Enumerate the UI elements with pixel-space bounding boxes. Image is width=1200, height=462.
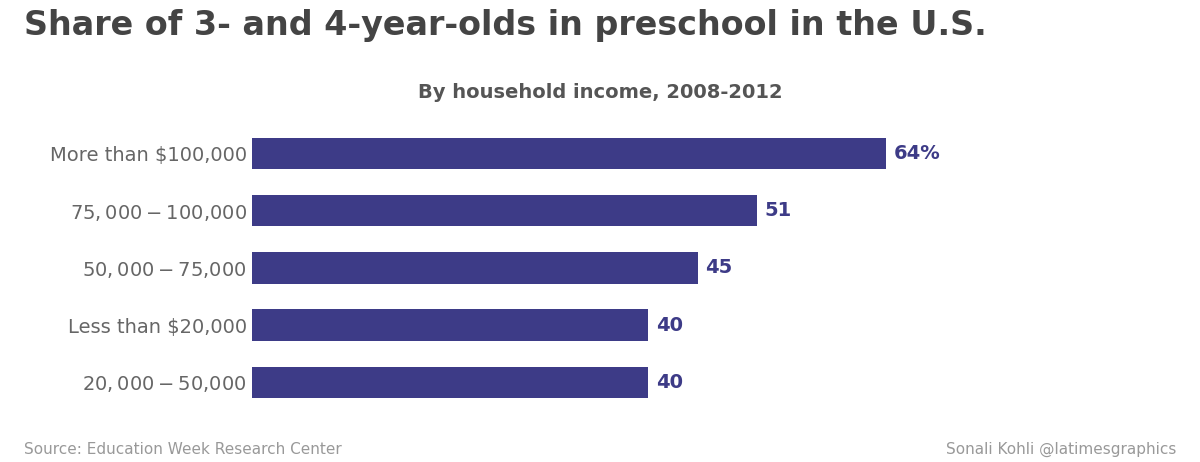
Text: Source: Education Week Research Center: Source: Education Week Research Center [24,443,342,457]
Text: Share of 3- and 4-year-olds in preschool in the U.S.: Share of 3- and 4-year-olds in preschool… [24,9,986,42]
Text: 45: 45 [706,258,733,278]
Bar [252,367,648,398]
Text: By household income, 2008-2012: By household income, 2008-2012 [418,83,782,102]
Text: 51: 51 [764,201,792,220]
Text: 40: 40 [656,316,683,334]
Bar [252,310,648,341]
Text: Sonali Kohli @latimesgraphics: Sonali Kohli @latimesgraphics [946,442,1176,457]
Text: 40: 40 [656,373,683,392]
Bar [252,252,697,284]
Text: 64%: 64% [894,144,941,163]
Bar [252,195,757,226]
Bar [252,138,886,169]
